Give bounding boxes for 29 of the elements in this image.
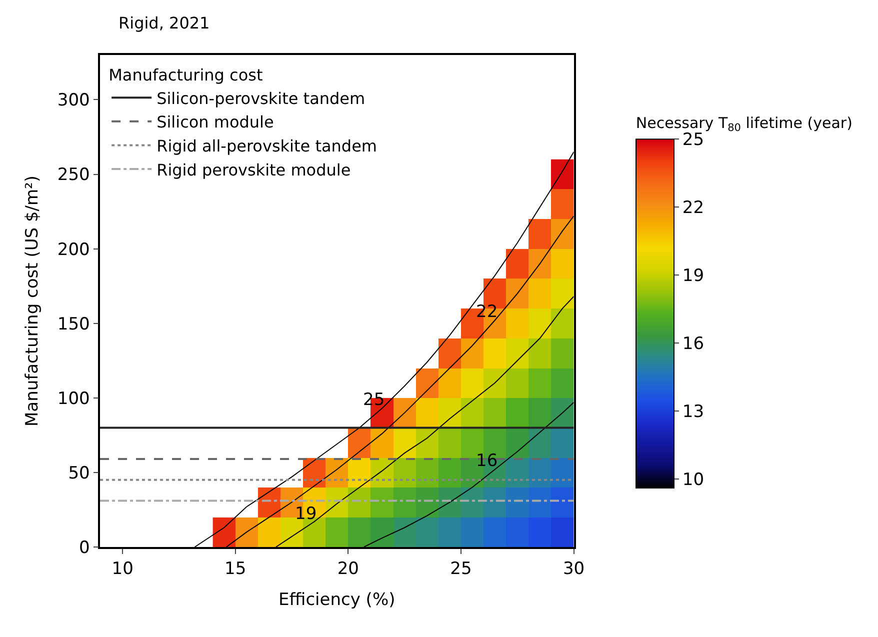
x-tick-label: 20 bbox=[337, 559, 359, 580]
y-tick-label: 50 bbox=[68, 463, 90, 484]
legend-label: Silicon module bbox=[156, 112, 274, 132]
chart-title: Rigid, 2021 bbox=[118, 14, 210, 33]
x-tick-label: 15 bbox=[224, 559, 246, 580]
x-tick-label: 30 bbox=[562, 559, 585, 580]
y-tick-label: 200 bbox=[57, 240, 90, 260]
color-bar-label: 16 bbox=[682, 334, 704, 354]
y-tick-label: 300 bbox=[57, 90, 90, 111]
legend-title: Manufacturing cost bbox=[108, 66, 263, 85]
annotation: 19 bbox=[295, 504, 317, 524]
color-bar-label: 13 bbox=[682, 402, 704, 422]
y-tick-label: 150 bbox=[57, 314, 90, 334]
annotation: 16 bbox=[476, 451, 498, 471]
x-axis-title: Efficiency (%) bbox=[278, 590, 396, 610]
y-tick-label: 250 bbox=[57, 165, 90, 186]
legend-label: Rigid perovskite module bbox=[156, 160, 351, 180]
y-axis-title: Manufacturing cost (US $/m²) bbox=[22, 176, 42, 426]
legend-label: Silicon-perovskite tandem bbox=[156, 88, 366, 108]
y-tick-label: 0 bbox=[79, 538, 90, 558]
color-bar-label: 10 bbox=[682, 470, 704, 490]
annotation: 22 bbox=[476, 302, 498, 322]
legend-label: Rigid all-perovskite tandem bbox=[156, 136, 377, 156]
x-tick-label: 25 bbox=[450, 559, 472, 580]
color-bar-label: 25 bbox=[682, 130, 704, 150]
color-bar-label: 22 bbox=[682, 198, 704, 218]
color-bar-label: 19 bbox=[682, 266, 704, 286]
y-tick-label: 100 bbox=[57, 388, 90, 409]
x-tick-label: 10 bbox=[112, 559, 134, 580]
